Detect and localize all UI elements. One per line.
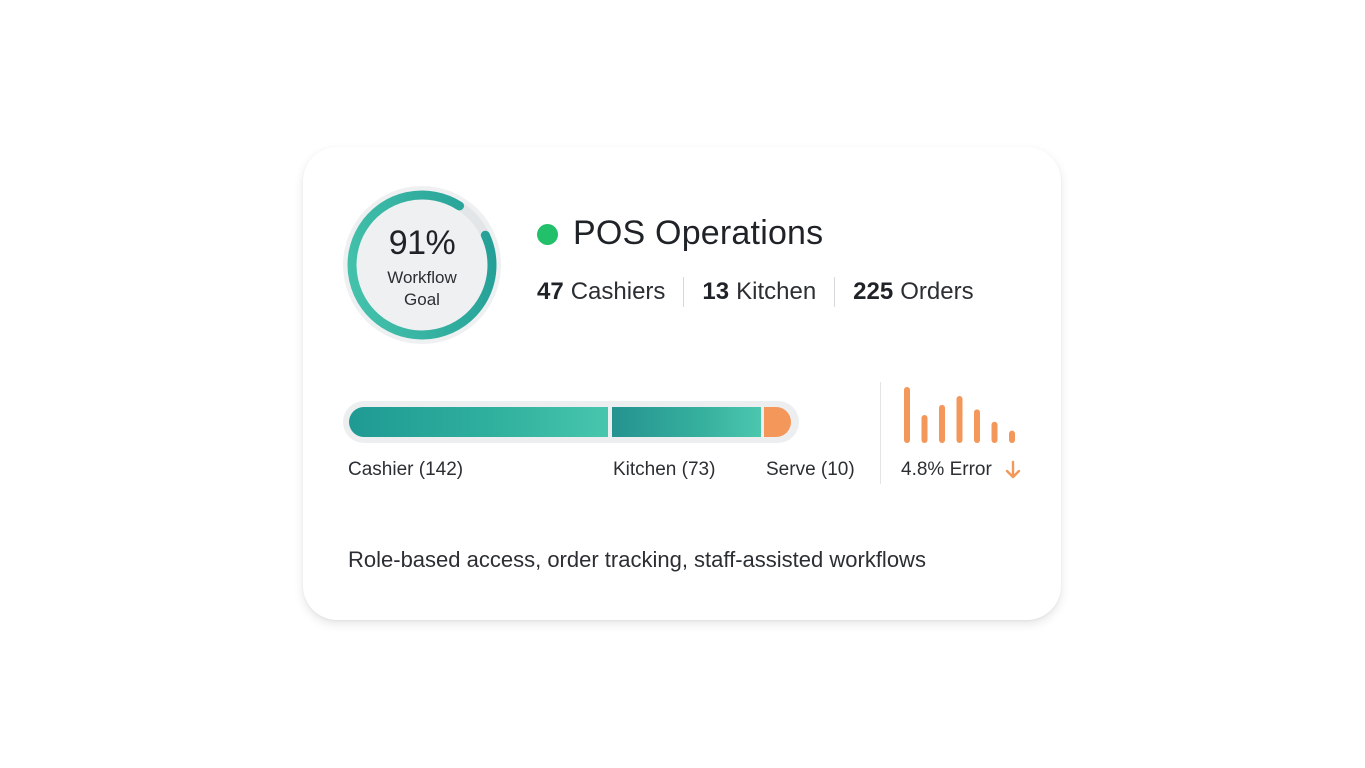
pipeline-segment-serve [764, 407, 791, 437]
pipeline-label-cashier: Cashier (142) [348, 459, 464, 480]
error-rate: 4.8% Error [901, 459, 992, 480]
sparkline-bar [974, 409, 980, 443]
status-indicator [537, 224, 558, 245]
stat-label: Orders [900, 278, 974, 305]
sparkline-bar [956, 395, 963, 443]
stat-orders: 225 Orders [853, 278, 973, 306]
section-divider [880, 382, 881, 484]
gauge-label-line2: Goal [404, 290, 440, 309]
stat-divider [683, 277, 685, 307]
stat-cashiers: 47 Cashiers [537, 278, 665, 306]
pipeline-label-kitchen: Kitchen (73) [613, 459, 716, 480]
pos-operations-card: 91% Workflow Goal POS Operations 47 Cash… [303, 147, 1061, 620]
card-description: Role-based access, order tracking, staff… [348, 547, 926, 572]
pipeline-segment-kitchen [612, 407, 761, 437]
gauge-percent: 91% [388, 224, 456, 262]
stat-divider [834, 277, 836, 307]
stat-number: 47 [537, 278, 564, 305]
pipeline-bar [343, 401, 799, 443]
stats-row: 47 Cashiers 13 Kitchen 225 Orders [537, 276, 974, 308]
pipeline-segment-cashier [349, 407, 608, 437]
sparkline-bar [921, 415, 928, 443]
stat-kitchen: 13 Kitchen [702, 278, 816, 306]
gauge-progress-arc [347, 190, 497, 340]
arrow-down-icon [1005, 460, 1021, 479]
stat-number: 225 [853, 278, 894, 305]
stat-label: Cashiers [570, 278, 666, 305]
gauge-ring [343, 186, 501, 344]
pipeline-label-serve: Serve (10) [766, 459, 855, 480]
stat-number: 13 [702, 278, 730, 305]
sparkline-bar [991, 421, 998, 443]
card-title: POS Operations [573, 214, 824, 252]
gauge-label-line1: Workflow [387, 268, 457, 287]
sparkline-bar [904, 387, 910, 443]
stat-label: Kitchen [736, 278, 817, 305]
gauge-label: Workflow Goal [342, 267, 502, 311]
sparkline-bar [939, 404, 945, 443]
error-sparkline [904, 387, 1015, 443]
workflow-goal-gauge: 91% Workflow Goal [342, 185, 502, 345]
sparkline-bar [1009, 430, 1015, 443]
